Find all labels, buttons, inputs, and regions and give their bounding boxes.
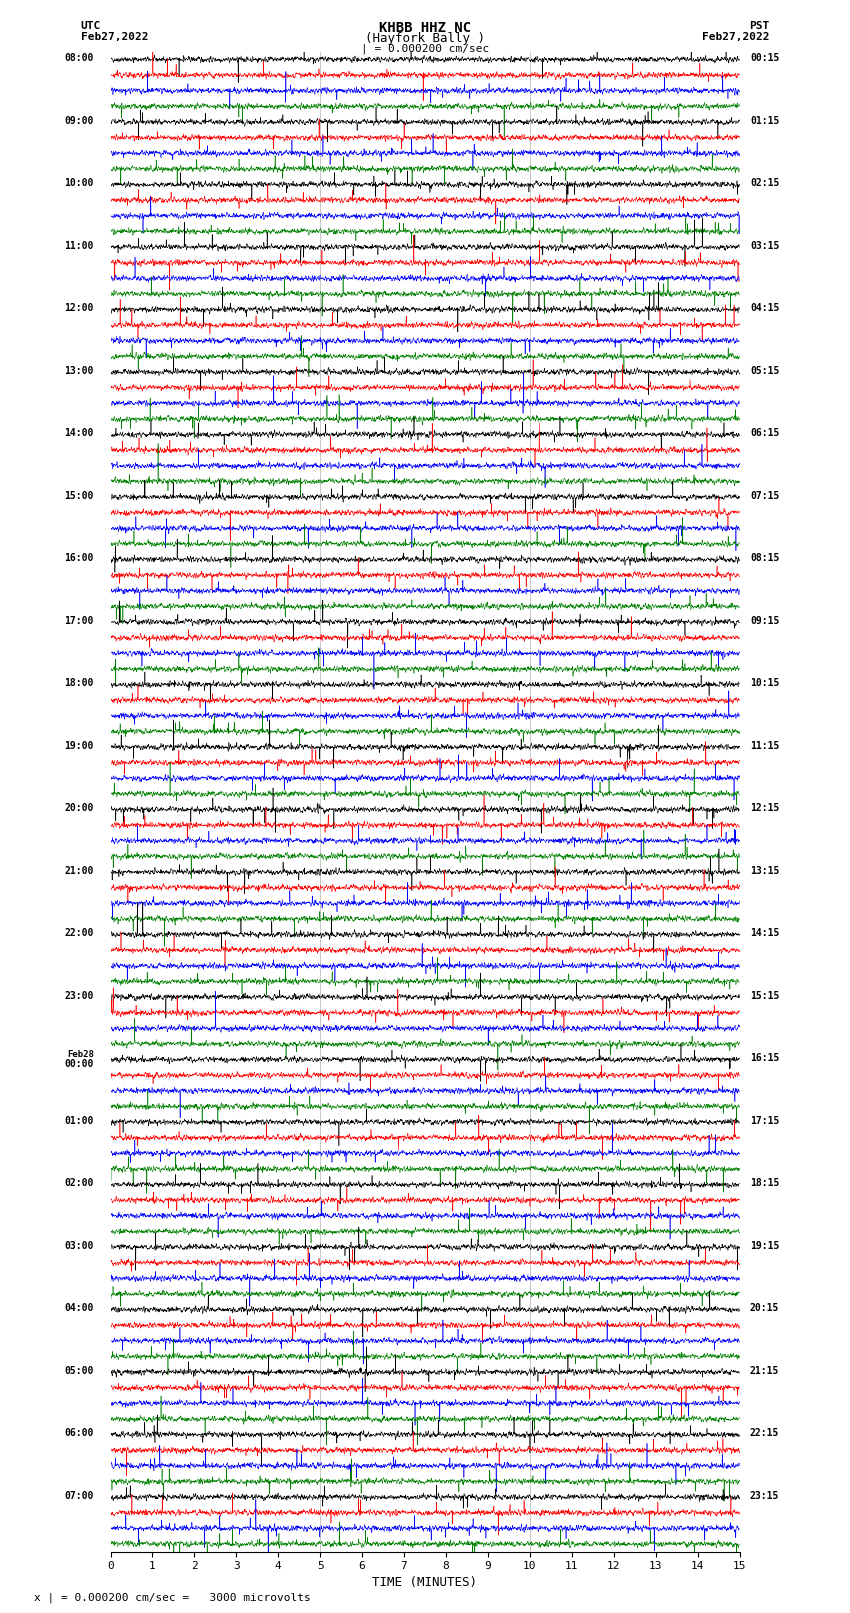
Text: 16:15: 16:15 [750, 1053, 779, 1063]
Text: 02:00: 02:00 [65, 1177, 94, 1189]
Text: Feb28: Feb28 [67, 1050, 94, 1060]
Text: 22:15: 22:15 [750, 1428, 779, 1439]
Text: x | = 0.000200 cm/sec =   3000 microvolts: x | = 0.000200 cm/sec = 3000 microvolts [34, 1592, 311, 1603]
Text: 10:15: 10:15 [750, 677, 779, 689]
Text: 15:15: 15:15 [750, 990, 779, 1000]
Text: 05:15: 05:15 [750, 366, 779, 376]
Text: 07:15: 07:15 [750, 490, 779, 500]
Text: 11:00: 11:00 [65, 240, 94, 250]
Text: 20:00: 20:00 [65, 803, 94, 813]
Text: 19:15: 19:15 [750, 1240, 779, 1250]
Text: 23:15: 23:15 [750, 1490, 779, 1500]
Text: UTC: UTC [81, 21, 101, 31]
Text: 21:15: 21:15 [750, 1366, 779, 1376]
Text: 17:00: 17:00 [65, 616, 94, 626]
Text: 03:15: 03:15 [750, 240, 779, 250]
Text: 09:15: 09:15 [750, 616, 779, 626]
Text: 11:15: 11:15 [750, 740, 779, 750]
Text: 09:00: 09:00 [65, 116, 94, 126]
Text: 06:00: 06:00 [65, 1428, 94, 1439]
Text: 04:00: 04:00 [65, 1303, 94, 1313]
Text: 01:00: 01:00 [65, 1116, 94, 1126]
Text: 12:00: 12:00 [65, 303, 94, 313]
Text: 14:00: 14:00 [65, 427, 94, 439]
Text: 13:00: 13:00 [65, 366, 94, 376]
Text: | = 0.000200 cm/sec: | = 0.000200 cm/sec [361, 44, 489, 55]
Text: 06:15: 06:15 [750, 427, 779, 439]
Text: PST: PST [749, 21, 769, 31]
Text: 18:00: 18:00 [65, 677, 94, 689]
Text: KHBB HHZ NC: KHBB HHZ NC [379, 21, 471, 35]
Text: 02:15: 02:15 [750, 177, 779, 189]
Text: 21:00: 21:00 [65, 866, 94, 876]
Text: 22:00: 22:00 [65, 927, 94, 939]
Text: 18:15: 18:15 [750, 1177, 779, 1189]
Text: 13:15: 13:15 [750, 866, 779, 876]
Text: 10:00: 10:00 [65, 177, 94, 189]
Text: 14:15: 14:15 [750, 927, 779, 939]
Text: 15:00: 15:00 [65, 490, 94, 500]
Text: 12:15: 12:15 [750, 803, 779, 813]
Text: 00:00: 00:00 [65, 1060, 94, 1069]
Text: 17:15: 17:15 [750, 1116, 779, 1126]
Text: 16:00: 16:00 [65, 553, 94, 563]
Text: 20:15: 20:15 [750, 1303, 779, 1313]
Text: 00:15: 00:15 [750, 53, 779, 63]
Text: 08:15: 08:15 [750, 553, 779, 563]
Text: 04:15: 04:15 [750, 303, 779, 313]
X-axis label: TIME (MINUTES): TIME (MINUTES) [372, 1576, 478, 1589]
Text: Feb27,2022: Feb27,2022 [702, 32, 769, 42]
Text: 01:15: 01:15 [750, 116, 779, 126]
Text: 23:00: 23:00 [65, 990, 94, 1000]
Text: 05:00: 05:00 [65, 1366, 94, 1376]
Text: Feb27,2022: Feb27,2022 [81, 32, 148, 42]
Text: 08:00: 08:00 [65, 53, 94, 63]
Text: 19:00: 19:00 [65, 740, 94, 750]
Text: (Hayfork Bally ): (Hayfork Bally ) [365, 32, 485, 45]
Text: 07:00: 07:00 [65, 1490, 94, 1500]
Text: 03:00: 03:00 [65, 1240, 94, 1250]
